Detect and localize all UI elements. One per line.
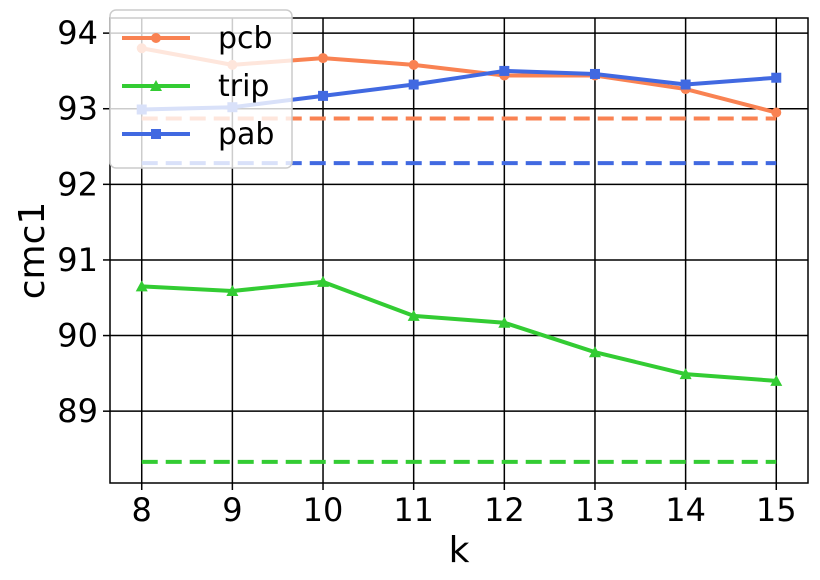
y-tick-label: 89 xyxy=(57,392,98,430)
x-axis-title: k xyxy=(449,530,470,571)
x-tick-label: 15 xyxy=(756,491,797,529)
data-point-trip xyxy=(226,284,239,296)
data-point-trip xyxy=(679,368,692,380)
y-axis-title: cmc1 xyxy=(12,202,53,300)
legend: pcb trip pab xyxy=(109,9,293,169)
data-point-trip xyxy=(588,346,601,358)
legend-label-trip: trip xyxy=(218,69,269,104)
series xyxy=(135,43,783,386)
plot-frame xyxy=(109,17,809,484)
data-point-pcb xyxy=(771,107,782,118)
legend-marker-trip xyxy=(150,80,162,91)
data-point-pcb xyxy=(318,53,329,64)
y-tick-label: 92 xyxy=(57,165,98,203)
data-point-trip xyxy=(135,280,148,292)
x-tick-label: 12 xyxy=(484,491,525,529)
y-tick-label: 90 xyxy=(57,317,98,355)
legend-marker-pab xyxy=(151,129,161,139)
data-point-pab xyxy=(408,79,419,90)
x-tick-label: 14 xyxy=(665,491,706,529)
data-point-pab xyxy=(771,72,782,83)
x-tick-label: 10 xyxy=(303,491,344,529)
legend-label-pcb: pcb xyxy=(218,21,273,56)
x-tick-label: 8 xyxy=(132,491,152,529)
data-point-trip xyxy=(407,309,420,321)
data-point-pab xyxy=(499,65,510,76)
data-point-pab xyxy=(318,90,329,101)
y-tick-label: 94 xyxy=(57,14,98,52)
y-tick-label: 91 xyxy=(57,241,98,279)
data-point-pab xyxy=(680,79,691,90)
grid xyxy=(110,18,808,483)
data-point-pcb xyxy=(408,59,419,70)
data-point-trip xyxy=(317,275,330,287)
data-point-trip xyxy=(498,316,511,328)
y-tick-label: 93 xyxy=(57,90,98,128)
legend-marker-pcb xyxy=(151,33,161,43)
data-point-trip xyxy=(770,374,783,386)
x-tick-label: 11 xyxy=(393,491,434,529)
x-tick-label: 13 xyxy=(575,491,616,529)
series-line-trip xyxy=(141,279,777,383)
legend-label-pab: pab xyxy=(218,117,274,152)
data-point-pab xyxy=(589,68,600,79)
legend-box xyxy=(109,9,293,169)
x-tick-label: 9 xyxy=(222,491,242,529)
